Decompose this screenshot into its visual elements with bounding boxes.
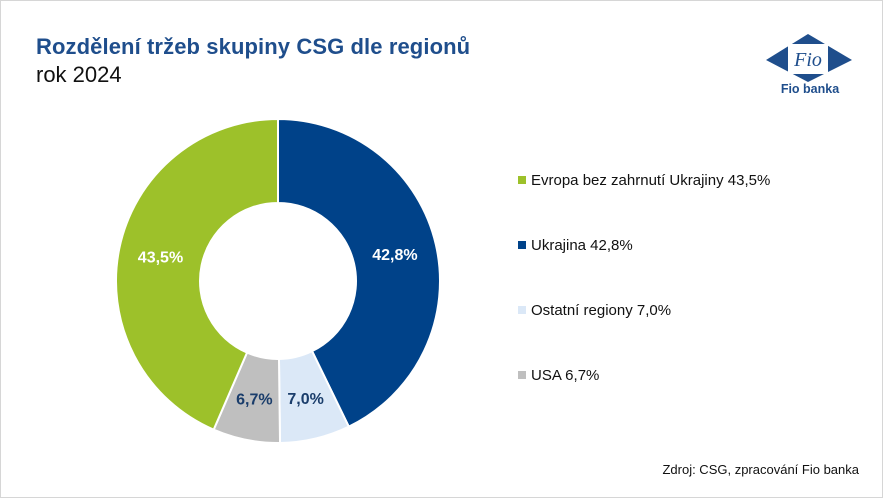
donut-slice-0 [277,117,441,429]
legend-label: Evropa bez zahrnutí Ukrajiny 43,5% [531,172,771,189]
legend-swatch [518,241,526,249]
logo-mark-text: Fio [793,49,822,71]
donut-labels: 42,8% 7,0% 6,7% 43,5% [138,247,418,409]
legend-swatch [518,371,526,379]
data-label-3: 43,5% [138,250,183,267]
fio-logo-icon: Fio [766,34,852,82]
legend-swatch [518,306,526,314]
logo-name: Fio banka [780,82,840,96]
chart-title: Rozdělení tržeb skupiny CSG dle regionů [36,34,471,59]
data-label-0: 42,8% [372,247,417,264]
source-note: Zdroj: CSG, zpracování Fio banka [662,462,859,477]
data-label-1: 7,0% [287,391,323,408]
chart-subtitle: rok 2024 [36,62,122,87]
legend-label: Ukrajina 42,8% [531,237,633,254]
legend-swatch [518,176,526,184]
legend-label: Ostatní regiony 7,0% [531,302,672,319]
donut-slices [115,117,441,444]
data-label-2: 6,7% [236,392,272,409]
legend-label: USA 6,7% [531,367,600,384]
donut-slice-3 [115,117,279,431]
